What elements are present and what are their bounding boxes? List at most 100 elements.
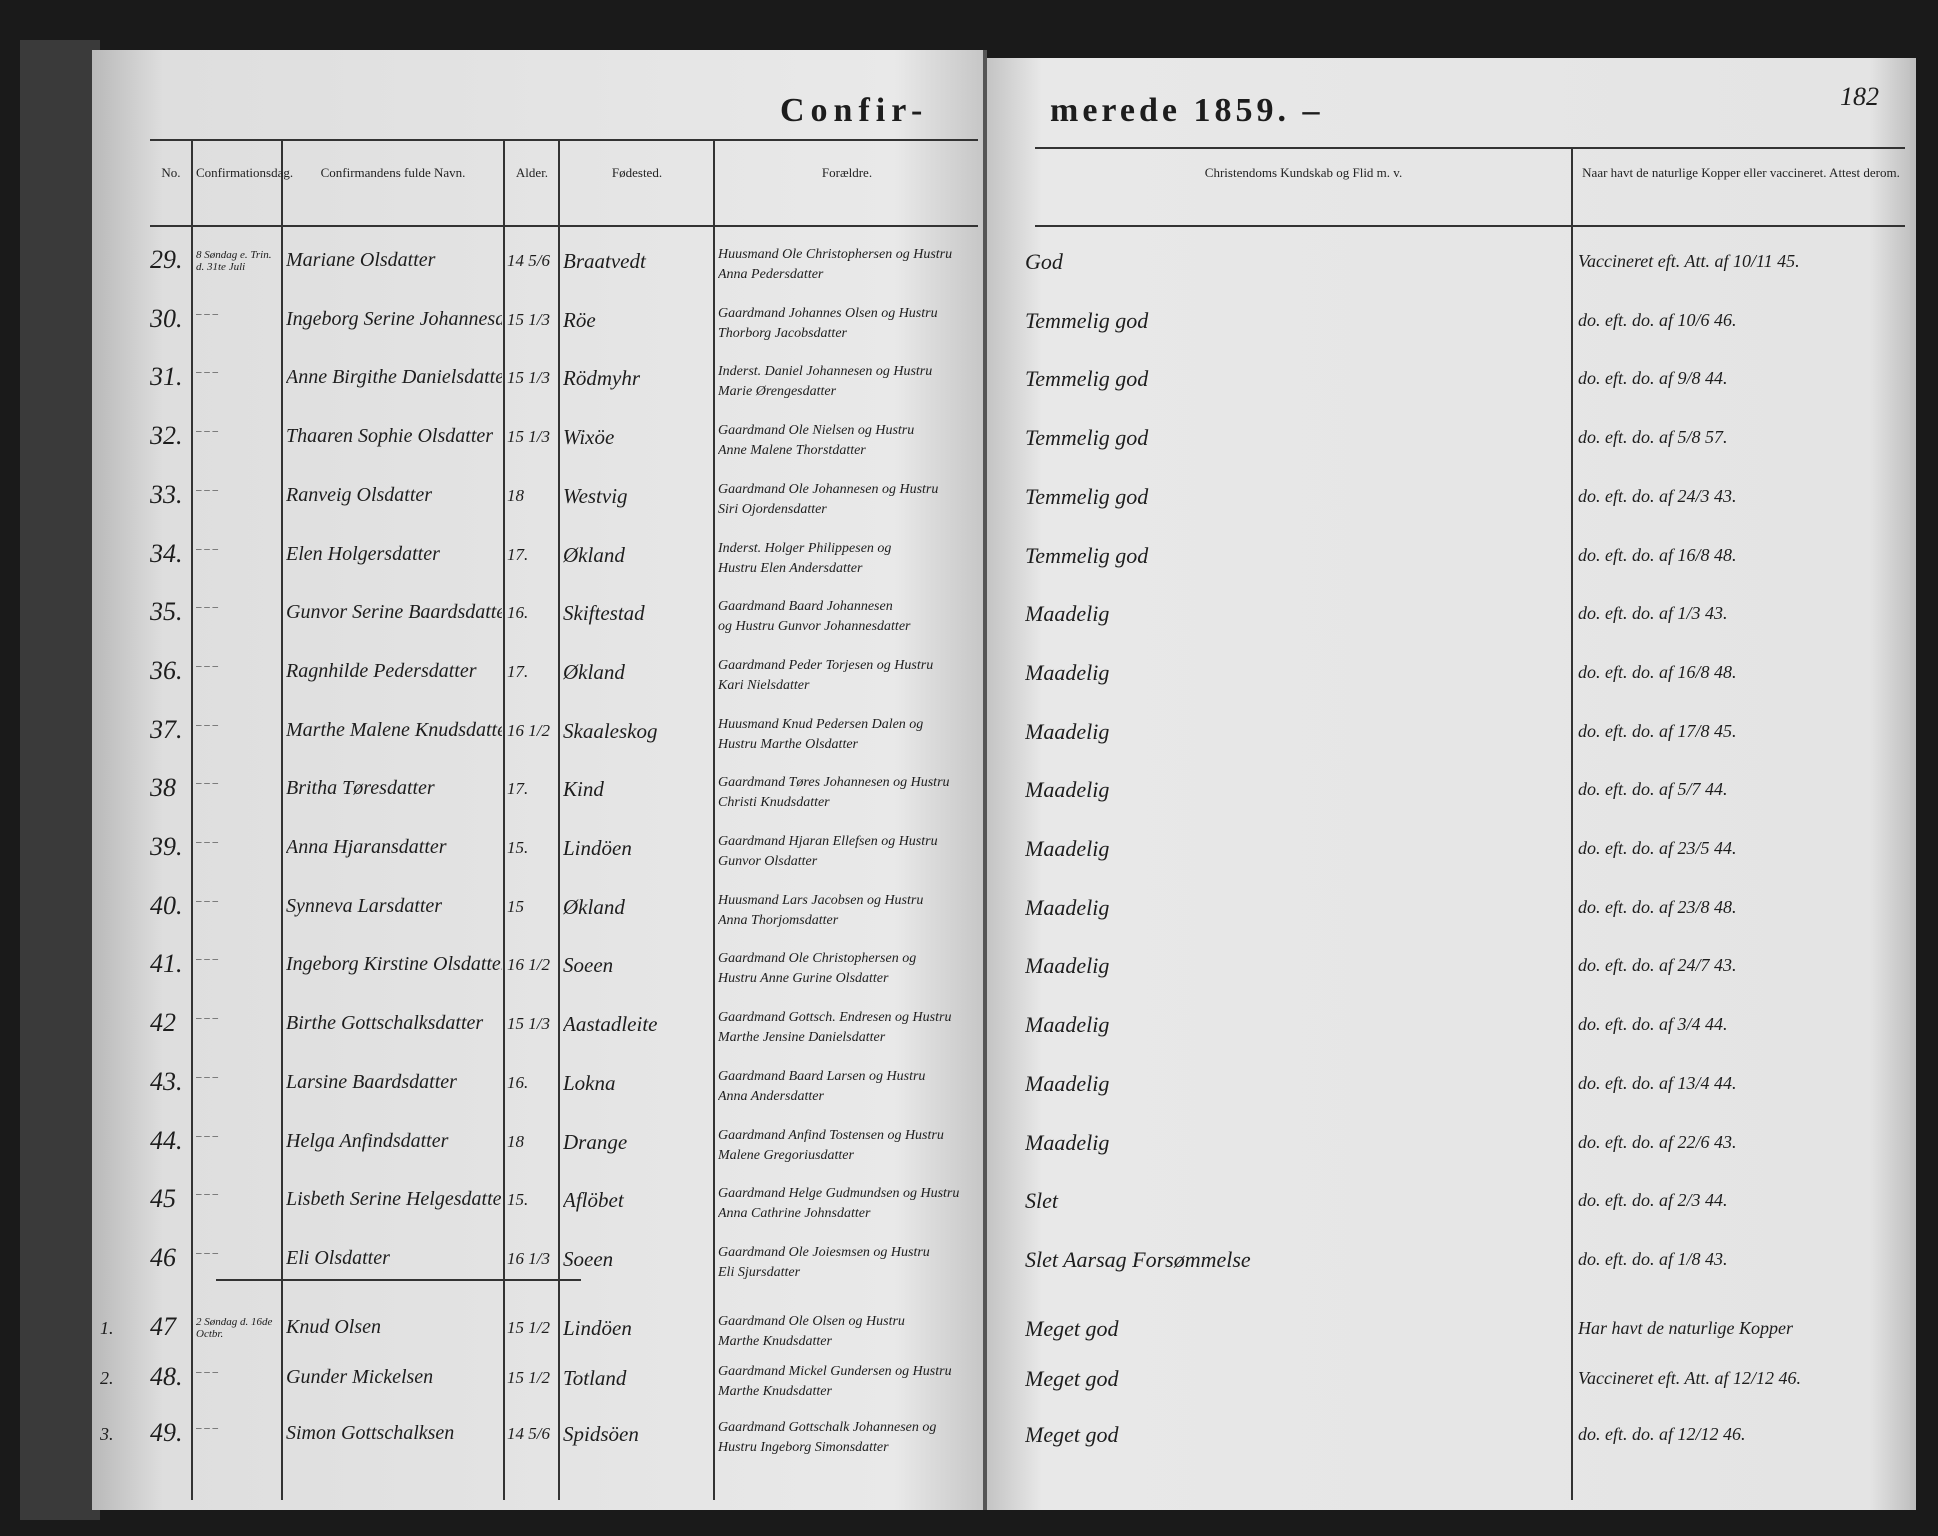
vaccination: Har havt de naturlige Kopper bbox=[1578, 1318, 1793, 1338]
parents-line: Gaardmand Ole Nielsen og Hustru bbox=[718, 423, 915, 439]
age: 15 1/2 bbox=[507, 1318, 550, 1337]
row-number: 40. bbox=[150, 890, 183, 920]
age: 15. bbox=[507, 1190, 529, 1210]
parents-line: Gaardmand Gottschalk Johannesen og bbox=[718, 1420, 937, 1435]
confirmation-date: – – – bbox=[196, 601, 218, 614]
vaccination: do. eft. do. af 13/4 44. bbox=[1578, 1072, 1737, 1093]
confirmation-date: – – – bbox=[196, 836, 218, 848]
ruling bbox=[150, 139, 1905, 1500]
row-number: 48. bbox=[150, 1362, 183, 1391]
row-number: 49. bbox=[150, 1418, 183, 1447]
age: 17. bbox=[507, 661, 529, 681]
confirmand-name: Eli Olsdatter bbox=[286, 1246, 390, 1269]
vaccination: do. eft. do. af 10/6 46. bbox=[1578, 309, 1737, 330]
parents-line: og Hustru Gunvor Johannesdatter bbox=[718, 619, 911, 635]
confirmation-date: – – – bbox=[196, 777, 218, 790]
column-header: No. bbox=[161, 165, 181, 180]
confirmation-date: – – – bbox=[196, 483, 218, 496]
knowledge-grade: Maadelig bbox=[1025, 718, 1110, 744]
parents-line: Marie Ørengesdatter bbox=[718, 384, 837, 400]
vaccination: do. eft. do. af 16/8 48. bbox=[1578, 544, 1737, 565]
confirmand-name: Synneva Larsdatter bbox=[286, 894, 443, 917]
parents-line: Gaardmand Hjaran Ellefsen og Hustru bbox=[718, 834, 938, 849]
row-number: 47 bbox=[150, 1312, 176, 1341]
parents-line: Gaardmand Mickel Gundersen og Hustru bbox=[718, 1364, 952, 1379]
knowledge-grade: Meget god bbox=[1025, 1366, 1119, 1391]
birthplace: Lindöen bbox=[563, 836, 632, 860]
vaccination: do. eft. do. af 1/3 43. bbox=[1578, 603, 1728, 624]
birthplace: Økland bbox=[563, 542, 625, 567]
parents-line: Huusmand Lars Jacobsen og Hustru bbox=[718, 892, 924, 908]
confirmation-date: – – – bbox=[196, 1129, 218, 1142]
birthplace: Kind bbox=[563, 777, 604, 802]
parents-line: Gaardmand Helge Gudmundsen og Hustru bbox=[718, 1186, 960, 1202]
confirmand-name: Simon Gottschalksen bbox=[286, 1422, 455, 1444]
age: 15 1/3 bbox=[507, 309, 550, 329]
parents-line: Hustru Anne Gurine Olsdatter bbox=[718, 971, 889, 987]
confirmand-name: Helga Anfindsdatter bbox=[286, 1129, 449, 1152]
parents-line: Hustru Marthe Olsdatter bbox=[718, 736, 858, 752]
knowledge-grade: Slet bbox=[1025, 1188, 1058, 1214]
birthplace: Rödmyhr bbox=[563, 366, 640, 391]
birthplace: Drange bbox=[563, 1129, 628, 1154]
age: 15 1/3 bbox=[507, 427, 550, 447]
vaccination: do. eft. do. af 23/5 44. bbox=[1578, 838, 1737, 858]
parents-line: Gaardmand Ole Joiesmsen og Hustru bbox=[718, 1244, 930, 1260]
age: 16. bbox=[507, 1072, 529, 1092]
margin-number: 2. bbox=[100, 1368, 114, 1388]
confirmand-name: Thaaren Sophie Olsdatter bbox=[286, 425, 494, 448]
knowledge-grade: Maadelig bbox=[1025, 1012, 1110, 1038]
age: 18 bbox=[507, 1131, 524, 1151]
parents-line: Huusmand Knud Pedersen Dalen og bbox=[718, 716, 924, 732]
row-number: 37. bbox=[150, 714, 183, 744]
page-number: 182 bbox=[1840, 82, 1879, 111]
row-number: 42 bbox=[150, 1008, 176, 1038]
row-number: 36. bbox=[150, 655, 183, 685]
age: 15 1/3 bbox=[507, 1014, 550, 1034]
confirmand-name: Gunvor Serine Baardsdatter bbox=[286, 601, 502, 624]
birthplace: Aflöbet bbox=[563, 1188, 624, 1213]
parents-line: Hustru Elen Andersdatter bbox=[718, 560, 863, 576]
knowledge-grade: Maadelig bbox=[1025, 659, 1110, 685]
margin-number: 1. bbox=[100, 1318, 114, 1338]
confirmation-date: – – – bbox=[196, 1366, 218, 1378]
parents-line: Inderst. Holger Philippesen og bbox=[718, 540, 892, 556]
parents-line: Gaardmand Ole Johannesen og Hustru bbox=[718, 481, 939, 497]
page-edges bbox=[20, 40, 100, 1520]
column-header: Christendoms Kundskab og Flid m. v. bbox=[1204, 165, 1403, 180]
age: 15 1/3 bbox=[507, 368, 550, 388]
birthplace: Wixöe bbox=[563, 425, 615, 450]
confirmand-name: Anna Hjaransdatter bbox=[286, 836, 447, 858]
row-number: 30. bbox=[150, 303, 183, 333]
birthplace: Soeen bbox=[563, 1246, 614, 1271]
vaccination: do. eft. do. af 3/4 44. bbox=[1578, 1014, 1728, 1035]
parents-line: Anna Andersdatter bbox=[718, 1088, 824, 1104]
knowledge-grade: Maadelig bbox=[1025, 1129, 1110, 1155]
age: 14 5/6 bbox=[507, 1424, 550, 1443]
knowledge-grade: Slet Aarsag Forsømmelse bbox=[1025, 1246, 1251, 1272]
vaccination: Vaccineret eft. Att. af 10/11 45. bbox=[1578, 251, 1800, 271]
confirmand-name: Elen Holgersdatter bbox=[286, 542, 440, 565]
confirmation-date: 8 Søndag e. Trin. d. 31te Juli bbox=[196, 249, 272, 273]
confirmand-name: Lisbeth Serine Helgesdatter bbox=[286, 1188, 502, 1211]
parents-line: Gaardmand Peder Torjesen og Hustru bbox=[718, 657, 934, 673]
parents-line: Siri Ojordensdatter bbox=[718, 501, 827, 517]
confirmation-date: – – – bbox=[196, 1188, 218, 1201]
row-number: 38 bbox=[150, 773, 176, 803]
knowledge-grade: Temmelig god bbox=[1025, 307, 1149, 333]
margin-number: 3. bbox=[100, 1424, 114, 1444]
age: 16. bbox=[507, 603, 529, 623]
left-page bbox=[92, 50, 984, 1510]
parents-line: Kari Nielsdatter bbox=[718, 677, 810, 693]
parents-line: Huusmand Ole Christophersen og Hustru bbox=[718, 247, 953, 262]
parents-line: Gaardmand Tøres Johannesen og Hustru bbox=[718, 775, 950, 791]
confirmation-date: – – – bbox=[196, 425, 218, 438]
row-number: 35. bbox=[150, 597, 183, 627]
birthplace: Lindöen bbox=[563, 1316, 632, 1340]
knowledge-grade: Temmelig god bbox=[1025, 483, 1149, 509]
row-number: 33. bbox=[150, 479, 183, 509]
birthplace: Westvig bbox=[563, 483, 628, 508]
vaccination: do. eft. do. af 23/8 48. bbox=[1578, 896, 1737, 917]
parents-line: Inderst. Daniel Johannesen og Hustru bbox=[718, 364, 933, 380]
